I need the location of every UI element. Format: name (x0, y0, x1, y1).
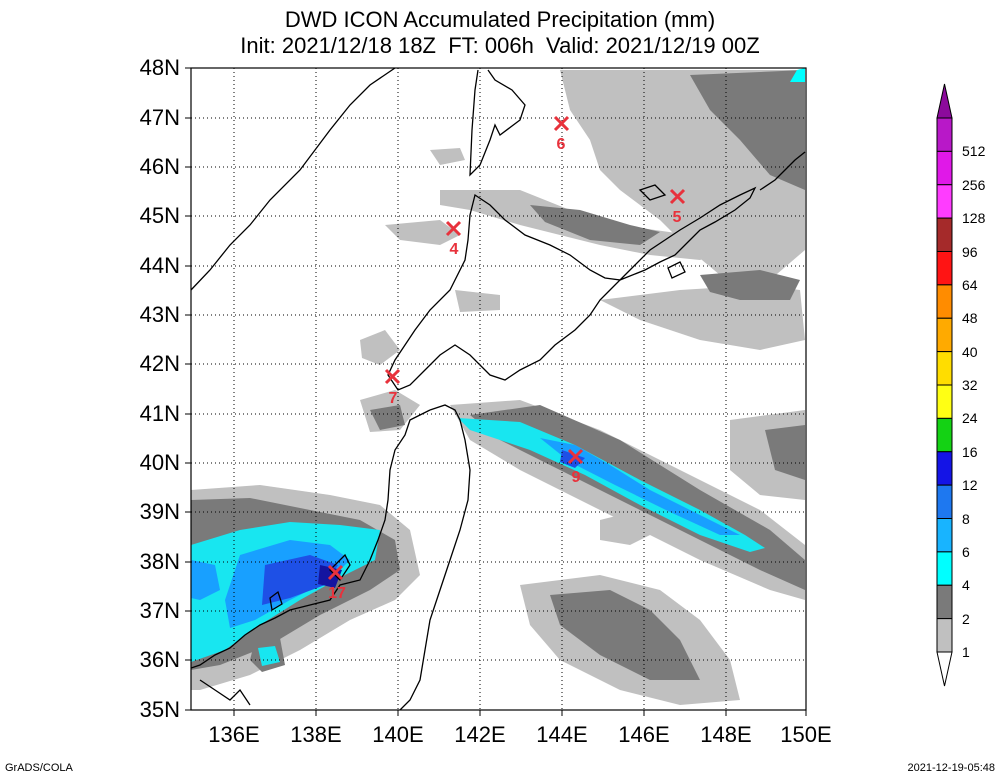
lat-label: 46N (139, 154, 180, 179)
colorbar-swatch (936, 117, 953, 152)
colorbar-level-label: 24 (962, 410, 978, 427)
timestamp-text: 2021-12-19-05:48 (907, 762, 995, 774)
lat-label: 36N (139, 647, 180, 672)
lon-label: 140E (372, 722, 424, 747)
colorbar-level-label: 64 (962, 276, 978, 293)
colorbar-level-label: 32 (962, 377, 978, 393)
colorbar-swatch (936, 618, 953, 653)
lat-label: 37N (139, 598, 180, 623)
lon-label: 144E (536, 722, 588, 747)
colorbar-swatch (936, 184, 953, 219)
credit-text: GrADS/COLA (5, 762, 73, 774)
colorbar-level-label: 256 (962, 176, 986, 193)
colorbar-level-label: 40 (962, 343, 978, 360)
station-markers: 6 5 4 7 9 17 (327, 115, 686, 602)
lat-label: 41N (139, 401, 180, 426)
colorbar-level-label: 8 (962, 510, 970, 527)
lon-label: 150E (780, 722, 832, 747)
lat-label: 44N (139, 253, 180, 278)
colorbar-swatch (936, 150, 953, 186)
station-label-17: 17 (328, 585, 346, 602)
colorbar-swatch (936, 551, 953, 586)
lon-label: 138E (290, 722, 342, 747)
station-marker-6: 6 (553, 115, 570, 153)
axis-ticks (185, 67, 807, 716)
station-label-6: 6 (557, 136, 566, 153)
colorbar-swatch (936, 451, 953, 486)
lat-label: 43N (139, 302, 180, 327)
lat-label: 47N (139, 105, 180, 130)
graticule (191, 68, 806, 710)
lon-label: 146E (618, 722, 670, 747)
colorbar-swatch (936, 584, 953, 620)
station-label-5: 5 (673, 209, 682, 226)
colorbar-bottom-arrow (936, 651, 953, 687)
colorbar-level-label: 512 (962, 143, 986, 160)
colorbar-swatch (936, 417, 953, 453)
colorbar-top-arrow (936, 83, 953, 119)
lon-label: 136E (208, 722, 260, 747)
station-marker-4: 4 (445, 220, 462, 258)
station-marker-5: 5 (669, 188, 686, 226)
colorbar-level-label: 2 (962, 610, 970, 627)
lat-label: 35N (139, 697, 180, 722)
colorbar-swatch (936, 384, 953, 419)
lat-label: 38N (139, 549, 180, 574)
colorbar-level-label: 1 (962, 644, 970, 660)
station-label-4: 4 (450, 241, 459, 258)
station-marker-9: 9 (567, 448, 584, 486)
station-marker-7: 7 (384, 368, 401, 407)
lat-label: 39N (139, 499, 180, 524)
station-marker-17: 17 (327, 564, 346, 602)
colorbar-swatch (936, 217, 953, 252)
station-label-9: 9 (572, 469, 581, 486)
colorbar-level-label: 6 (962, 543, 970, 560)
colorbar-swatch (936, 351, 953, 386)
lat-label: 42N (139, 351, 180, 376)
colorbar-level-label: 128 (962, 210, 986, 227)
lat-label: 48N (139, 55, 180, 80)
precip-fields (191, 68, 805, 705)
colorbar-level-label: 96 (962, 243, 978, 260)
map-title: DWD ICON Accumulated Precipitation (mm) (284, 7, 716, 32)
coastlines (191, 68, 806, 710)
lat-label: 40N (139, 450, 180, 475)
colorbar-swatch (936, 317, 953, 353)
colorbar-swatch (936, 484, 953, 519)
colorbar-level-label: 48 (962, 310, 978, 327)
colorbar-level-label: 16 (962, 443, 978, 460)
colorbar-swatch (936, 251, 953, 286)
colorbar-level-label: 12 (962, 477, 978, 494)
lon-label: 148E (700, 722, 752, 747)
colorbar-swatch (936, 518, 953, 553)
map-subtitle: Init: 2021/12/18 18Z FT: 006h Valid: 202… (240, 33, 760, 58)
station-label-7: 7 (389, 390, 398, 407)
lat-label: 45N (139, 203, 180, 228)
lon-label: 142E (454, 722, 506, 747)
colorbar-swatch (936, 284, 953, 319)
colorbar-level-label: 4 (962, 577, 970, 594)
colorbar (936, 83, 953, 687)
plot-frame (190, 67, 807, 711)
